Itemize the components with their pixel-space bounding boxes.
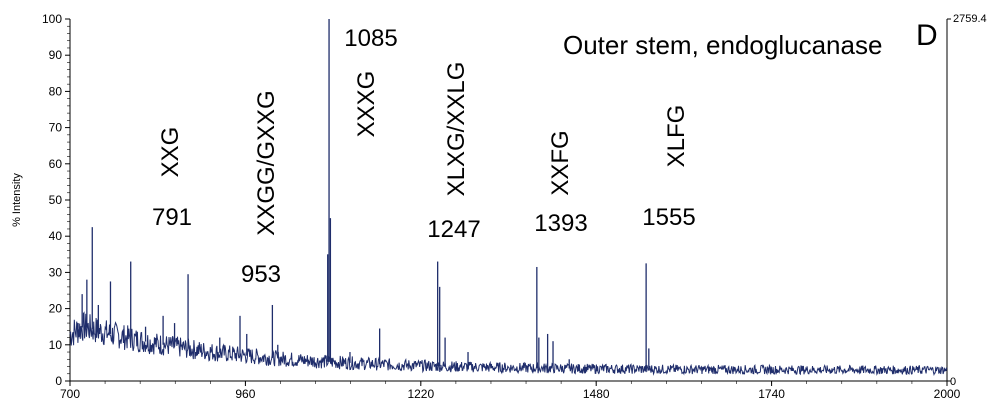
peak-glycan-label: XXGG/GXXG (253, 90, 280, 235)
y-tick-label: 80 (49, 84, 63, 98)
peak-glycan-label: XLXG/XXLG (443, 62, 470, 197)
peak-glycan-label: XXXG (353, 71, 380, 138)
peak-mz-label: 791 (152, 204, 192, 231)
y-tick-label: 60 (49, 157, 63, 171)
peak-mz-label: 1085 (344, 25, 397, 52)
x-tick-label: 1740 (758, 387, 785, 398)
y-axis-label: % Intensity (11, 173, 23, 227)
y-tick-label: 100 (42, 12, 62, 26)
peak-glycan-label: XXG (157, 127, 184, 178)
y-tick-label: 40 (49, 229, 63, 243)
x-tick-label: 1220 (407, 387, 434, 398)
peak-mz-label: 1393 (534, 210, 587, 237)
x-tick-label: 1480 (583, 387, 610, 398)
spectrum-series (69, 311, 948, 376)
y-tick-label: 10 (49, 338, 63, 352)
peak-glycan-label: XXFG (547, 130, 574, 195)
x-tick-label: 700 (60, 387, 80, 398)
y-tick-label: 50 (49, 193, 63, 207)
peak-mz-label: 1555 (642, 204, 695, 231)
peak-labels: 791 XXG 953 XXGG/GXXG 1085 XXXG 1247 XLXG/XXLG 1… (152, 25, 696, 288)
y-tick-label: 30 (49, 265, 63, 279)
peak-mz-label: 953 (241, 261, 281, 288)
y-tick-label: 90 (49, 48, 63, 62)
y-tick-label: 70 (49, 121, 63, 135)
x-tick-label: 2000 (934, 387, 961, 398)
peak-glycan-label: XLFG (663, 105, 690, 168)
peak-markers (77, 19, 650, 370)
y-tick-label: 20 (49, 302, 63, 316)
y-tick-label: 0 (55, 374, 62, 388)
axes: 0 10 20 30 40 50 60 70 80 90 100 700 960 1220 1480 1740… (42, 12, 961, 398)
peak-mz-label: 1247 (427, 216, 480, 243)
right-axis-top-label: 2759.4 (953, 13, 987, 25)
panel-letter: D (916, 19, 938, 52)
right-axis-bottom-label: 0 (950, 376, 956, 388)
chart-annotation: Outer stem, endoglucanase (563, 30, 882, 60)
spectrum-line (69, 311, 948, 376)
x-tick-label: 960 (235, 387, 255, 398)
